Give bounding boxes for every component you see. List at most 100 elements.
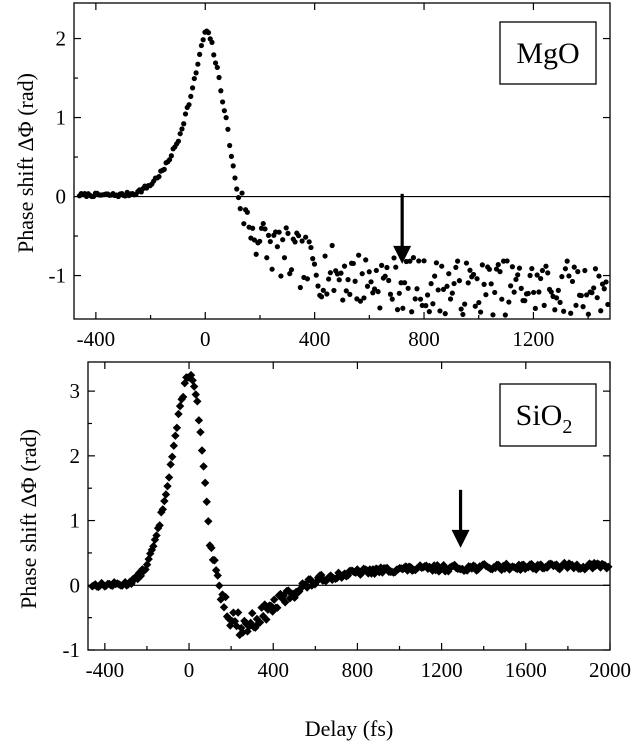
data-point	[604, 562, 613, 571]
data-point	[370, 569, 379, 578]
data-point	[373, 267, 379, 274]
data-point	[591, 285, 597, 291]
data-point	[169, 441, 178, 450]
data-point	[303, 234, 309, 240]
data-point	[402, 280, 408, 286]
data-point	[202, 497, 211, 506]
data-point	[269, 266, 275, 272]
data-point	[161, 166, 167, 173]
data-point	[396, 290, 402, 296]
data-point	[506, 299, 512, 305]
data-point	[144, 554, 153, 564]
data-point	[442, 311, 448, 317]
data-point	[384, 264, 390, 271]
data-point	[543, 263, 549, 269]
data-point	[426, 309, 432, 315]
data-point	[292, 239, 298, 245]
data-point	[221, 108, 227, 114]
data-point	[598, 308, 604, 314]
data-point	[444, 283, 450, 289]
data-point	[596, 273, 602, 279]
data-series-sio2	[88, 370, 613, 640]
data-point	[175, 401, 185, 411]
plot-frame-bottom	[87, 361, 611, 651]
arrow-annotation-bottom	[451, 489, 470, 548]
legend-label-bottom: SiO2	[516, 399, 573, 438]
data-point	[193, 70, 199, 76]
legend-main-text: SiO	[516, 399, 563, 432]
data-point	[178, 392, 188, 402]
y-tick-label: 1	[70, 509, 81, 533]
data-point	[262, 226, 268, 232]
y-axis-title-bottom: Phase shift ΔΦ (rad)	[16, 429, 41, 609]
data-point	[536, 560, 546, 569]
data-point	[451, 280, 457, 287]
data-point	[424, 292, 431, 298]
data-point	[329, 242, 335, 249]
data-point	[559, 274, 565, 280]
data-point	[548, 289, 554, 295]
x-tick-label: 800	[408, 327, 440, 351]
data-point	[562, 266, 569, 272]
data-point	[237, 206, 243, 212]
data-point	[421, 258, 427, 264]
data-point	[343, 571, 353, 580]
data-point	[317, 570, 326, 580]
data-point	[228, 153, 235, 159]
data-point	[431, 566, 440, 575]
data-point	[594, 295, 600, 301]
data-point	[347, 291, 353, 297]
data-point	[306, 575, 315, 584]
data-point	[136, 571, 146, 581]
x-tick-label: 1600	[505, 658, 547, 682]
data-point	[499, 561, 508, 571]
data-point	[538, 275, 544, 282]
data-point	[218, 88, 224, 94]
data-point	[186, 370, 196, 380]
data-point	[267, 238, 273, 245]
data-point	[223, 114, 229, 121]
data-point	[315, 283, 321, 289]
data-point	[166, 460, 175, 469]
data-point	[522, 298, 528, 304]
data-point	[230, 617, 240, 626]
data-point	[269, 595, 279, 604]
data-point	[575, 269, 581, 275]
data-point	[433, 260, 440, 266]
data-point	[511, 289, 517, 295]
data-point	[518, 285, 524, 291]
data-point	[188, 93, 194, 99]
data-point	[356, 252, 362, 258]
data-point	[423, 303, 429, 309]
data-point	[440, 286, 447, 292]
data-point	[483, 292, 489, 298]
data-point	[557, 299, 563, 305]
data-point	[387, 291, 394, 297]
data-point	[430, 301, 436, 307]
data-point	[235, 194, 242, 201]
data-point	[209, 39, 215, 45]
data-point	[189, 85, 196, 91]
data-point	[516, 565, 525, 575]
data-point	[539, 267, 546, 274]
data-point	[588, 564, 597, 573]
data-point	[472, 303, 478, 309]
data-point	[504, 258, 510, 264]
data-point	[462, 301, 468, 307]
data-point	[585, 311, 591, 317]
y-tick-label: 0	[70, 573, 81, 597]
data-point	[280, 237, 286, 243]
data-point	[308, 244, 314, 251]
data-point	[177, 131, 183, 137]
data-point	[156, 174, 162, 180]
data-point	[302, 583, 312, 592]
data-point	[260, 600, 269, 609]
data-point	[171, 431, 180, 440]
data-point	[174, 409, 183, 419]
data-point	[168, 153, 174, 159]
y-tick-label: 3	[70, 379, 81, 403]
data-point	[363, 257, 369, 263]
data-point	[264, 255, 270, 261]
data-point	[450, 560, 459, 570]
data-point	[386, 277, 392, 284]
